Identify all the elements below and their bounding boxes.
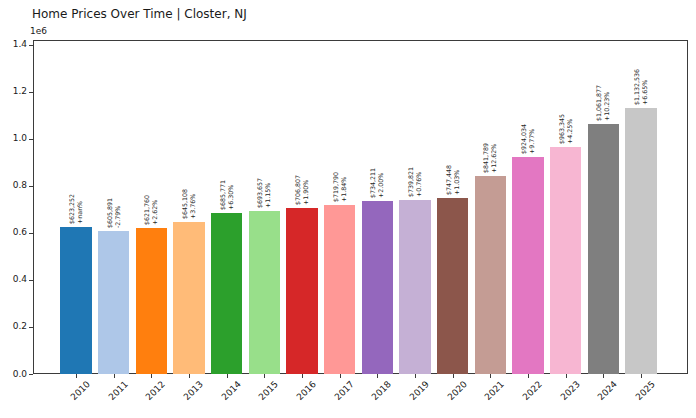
bar-value-label: $1,061,877 +10.23% — [595, 85, 611, 121]
x-tick-mark — [302, 374, 303, 378]
y-tick-mark — [29, 233, 33, 234]
bar-value-label: $841,789 +12.62% — [482, 143, 498, 173]
x-tick-mark — [566, 374, 567, 378]
x-tick-label: 2022 — [521, 379, 544, 402]
bar-2018 — [362, 201, 394, 374]
x-tick-mark — [76, 374, 77, 378]
bar-2017 — [324, 205, 356, 374]
bar-2015 — [249, 211, 281, 374]
x-tick-label: 2014 — [219, 379, 242, 402]
bar-value-label: $645,108 +3.76% — [181, 189, 197, 219]
y-tick-mark — [29, 45, 33, 46]
bar-2014 — [211, 213, 243, 374]
x-tick-label: 2017 — [332, 379, 355, 402]
y-tick-mark — [29, 186, 33, 187]
bar-value-label: $719,790 +1.84% — [332, 172, 348, 202]
y-tick-label: 0.2 — [0, 321, 27, 331]
bar-2024 — [588, 124, 620, 374]
bar-value-label: $605,891 -2.79% — [106, 198, 122, 228]
y-tick-mark — [29, 280, 33, 281]
chart-title: Home Prices Over Time | Closter, NJ — [32, 7, 247, 21]
bar-value-label: $739,821 +0.76% — [407, 167, 423, 197]
bar-2019 — [399, 200, 431, 374]
x-tick-mark — [415, 374, 416, 378]
x-tick-label: 2019 — [408, 379, 431, 402]
bar-value-label: $706,807 +1.90% — [294, 175, 310, 205]
y-tick-mark — [29, 374, 33, 375]
bar-value-label: $963,345 +4.25% — [558, 114, 574, 144]
bar-value-label: $685,771 +6.30% — [219, 180, 235, 210]
bar-2025 — [625, 108, 657, 374]
x-tick-label: 2015 — [257, 379, 280, 402]
bar-value-label: $747,448 +1.03% — [445, 165, 461, 195]
y-tick-label: 1.2 — [0, 86, 27, 96]
bar-value-label: $734,211 +2.00% — [369, 168, 385, 198]
bar-2022 — [512, 157, 544, 374]
x-tick-mark — [641, 374, 642, 378]
x-tick-label: 2016 — [295, 379, 318, 402]
y-axis-offset-label: 1e6 — [30, 26, 47, 36]
bar-2010 — [60, 227, 92, 374]
bar-2012 — [136, 228, 168, 374]
y-tick-label: 0.6 — [0, 227, 27, 237]
bar-2021 — [475, 176, 507, 374]
x-tick-mark — [189, 374, 190, 378]
x-tick-label: 2021 — [483, 379, 506, 402]
y-tick-mark — [29, 327, 33, 328]
x-tick-mark — [227, 374, 228, 378]
x-tick-mark — [114, 374, 115, 378]
bar-value-label: $693,657 +1.15% — [256, 178, 272, 208]
y-tick-label: 0.4 — [0, 274, 27, 284]
x-tick-mark — [340, 374, 341, 378]
bar-value-label: $623,252 +nan% — [68, 194, 84, 224]
y-tick-label: 0.8 — [0, 180, 27, 190]
bar-value-label: $924,034 +9.77% — [520, 124, 536, 154]
bar-value-label: $1,132,536 +6.65% — [633, 69, 649, 105]
x-tick-label: 2023 — [559, 379, 582, 402]
x-tick-label: 2012 — [144, 379, 167, 402]
y-tick-label: 1.0 — [0, 133, 27, 143]
y-tick-label: 0.0 — [0, 369, 27, 379]
x-tick-label: 2011 — [106, 379, 129, 402]
x-tick-mark — [528, 374, 529, 378]
x-tick-label: 2025 — [634, 379, 657, 402]
y-tick-mark — [29, 139, 33, 140]
x-tick-mark — [264, 374, 265, 378]
x-tick-label: 2010 — [69, 379, 92, 402]
bar-2016 — [286, 208, 318, 374]
x-tick-mark — [490, 374, 491, 378]
x-tick-label: 2020 — [445, 379, 468, 402]
bar-2023 — [550, 147, 582, 374]
y-tick-mark — [29, 92, 33, 93]
bar-2020 — [437, 198, 469, 374]
x-tick-mark — [377, 374, 378, 378]
bar-2011 — [98, 231, 130, 374]
x-tick-mark — [453, 374, 454, 378]
x-tick-label: 2024 — [596, 379, 619, 402]
x-tick-mark — [603, 374, 604, 378]
x-tick-mark — [151, 374, 152, 378]
home-prices-chart: Home Prices Over Time | Closter, NJ 1e6 … — [0, 0, 696, 418]
x-tick-label: 2018 — [370, 379, 393, 402]
bar-2013 — [173, 222, 205, 374]
bar-value-label: $621,760 +2.62% — [143, 195, 159, 225]
y-tick-label: 1.4 — [0, 39, 27, 49]
x-tick-label: 2013 — [182, 379, 205, 402]
